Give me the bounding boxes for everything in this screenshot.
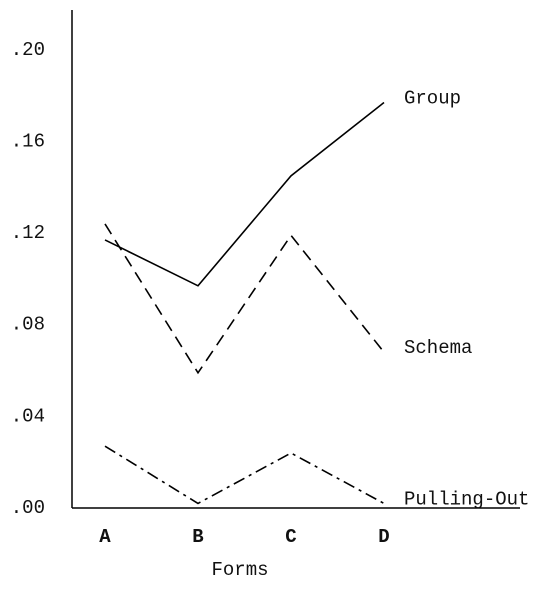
series-line	[104, 101, 385, 287]
x-axis-label: Forms	[211, 559, 268, 581]
y-tick-label: .12	[11, 222, 45, 244]
y-tick-label: .08	[11, 314, 45, 336]
series-line	[104, 445, 385, 505]
x-tick-label: C	[285, 526, 296, 548]
y-tick-label: .00	[11, 497, 45, 519]
x-tick-label: B	[192, 526, 203, 548]
series-line	[104, 223, 385, 375]
x-tick-label: D	[378, 526, 389, 548]
x-tick-label: A	[99, 526, 111, 548]
series-label: Schema	[404, 337, 472, 359]
y-tick-label: .04	[11, 405, 45, 427]
y-tick-label: .16	[11, 130, 45, 152]
y-tick-label: .20	[11, 39, 45, 61]
series-label: Group	[404, 88, 461, 110]
series-label: Pulling-Out	[404, 488, 529, 510]
